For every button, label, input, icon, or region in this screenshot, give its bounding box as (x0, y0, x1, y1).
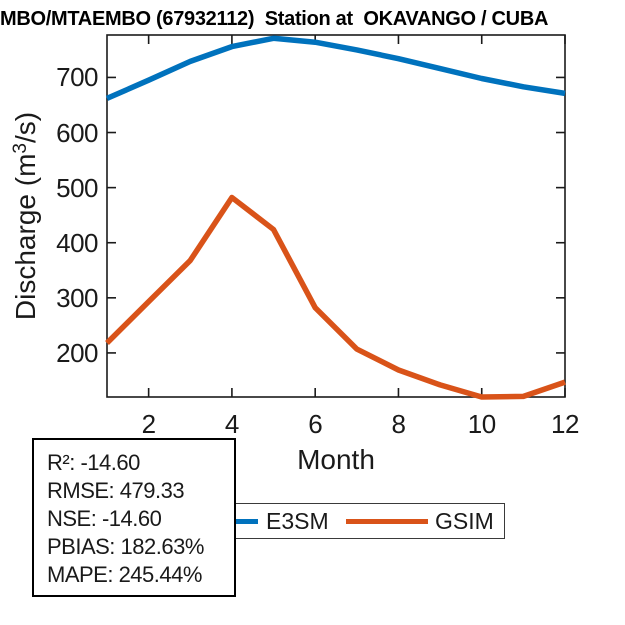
chart-title: MBO/MTAEMBO (67932112) Station at OKAVAN… (0, 8, 549, 30)
x-tick-label: 8 (391, 409, 406, 439)
series-line-gsim (105, 194, 566, 400)
stat-pbias: PBIAS: 182.63% (47, 534, 204, 559)
y-tick-label: 400 (56, 227, 98, 258)
y-tick-label: 200 (56, 337, 98, 368)
stat-nse: NSE: -14.60 (47, 506, 162, 531)
legend-line-sample-gsim (346, 519, 428, 524)
legend-label-gsim: GSIM (435, 508, 494, 534)
series-line-e3sm (105, 35, 566, 101)
x-tick-label: 10 (467, 409, 496, 439)
y-tick-label: 500 (56, 172, 98, 203)
stat-rmse: RMSE: 479.33 (47, 478, 185, 503)
stat-mape: MAPE: 245.44% (47, 562, 202, 587)
y-axis-label: Discharge (m3/s) (10, 56, 44, 376)
stat-r2: R²: -14.60 (47, 450, 140, 475)
axes-box (106, 34, 566, 398)
x-tick-label: 12 (551, 409, 579, 439)
x-axis-label: Month (297, 444, 375, 475)
stats-box: R²: -14.60 RMSE: 479.33 NSE: -14.60 PBIA… (32, 438, 236, 597)
y-tick-label: 300 (56, 282, 98, 313)
y-tick-label: 700 (56, 62, 98, 93)
x-tick-label: 6 (308, 409, 323, 439)
legend-label-e3sm: E3SM (266, 508, 329, 534)
x-tick-label: 4 (224, 409, 239, 439)
y-tick-label: 600 (56, 117, 98, 148)
x-tick-label: 2 (141, 409, 156, 439)
